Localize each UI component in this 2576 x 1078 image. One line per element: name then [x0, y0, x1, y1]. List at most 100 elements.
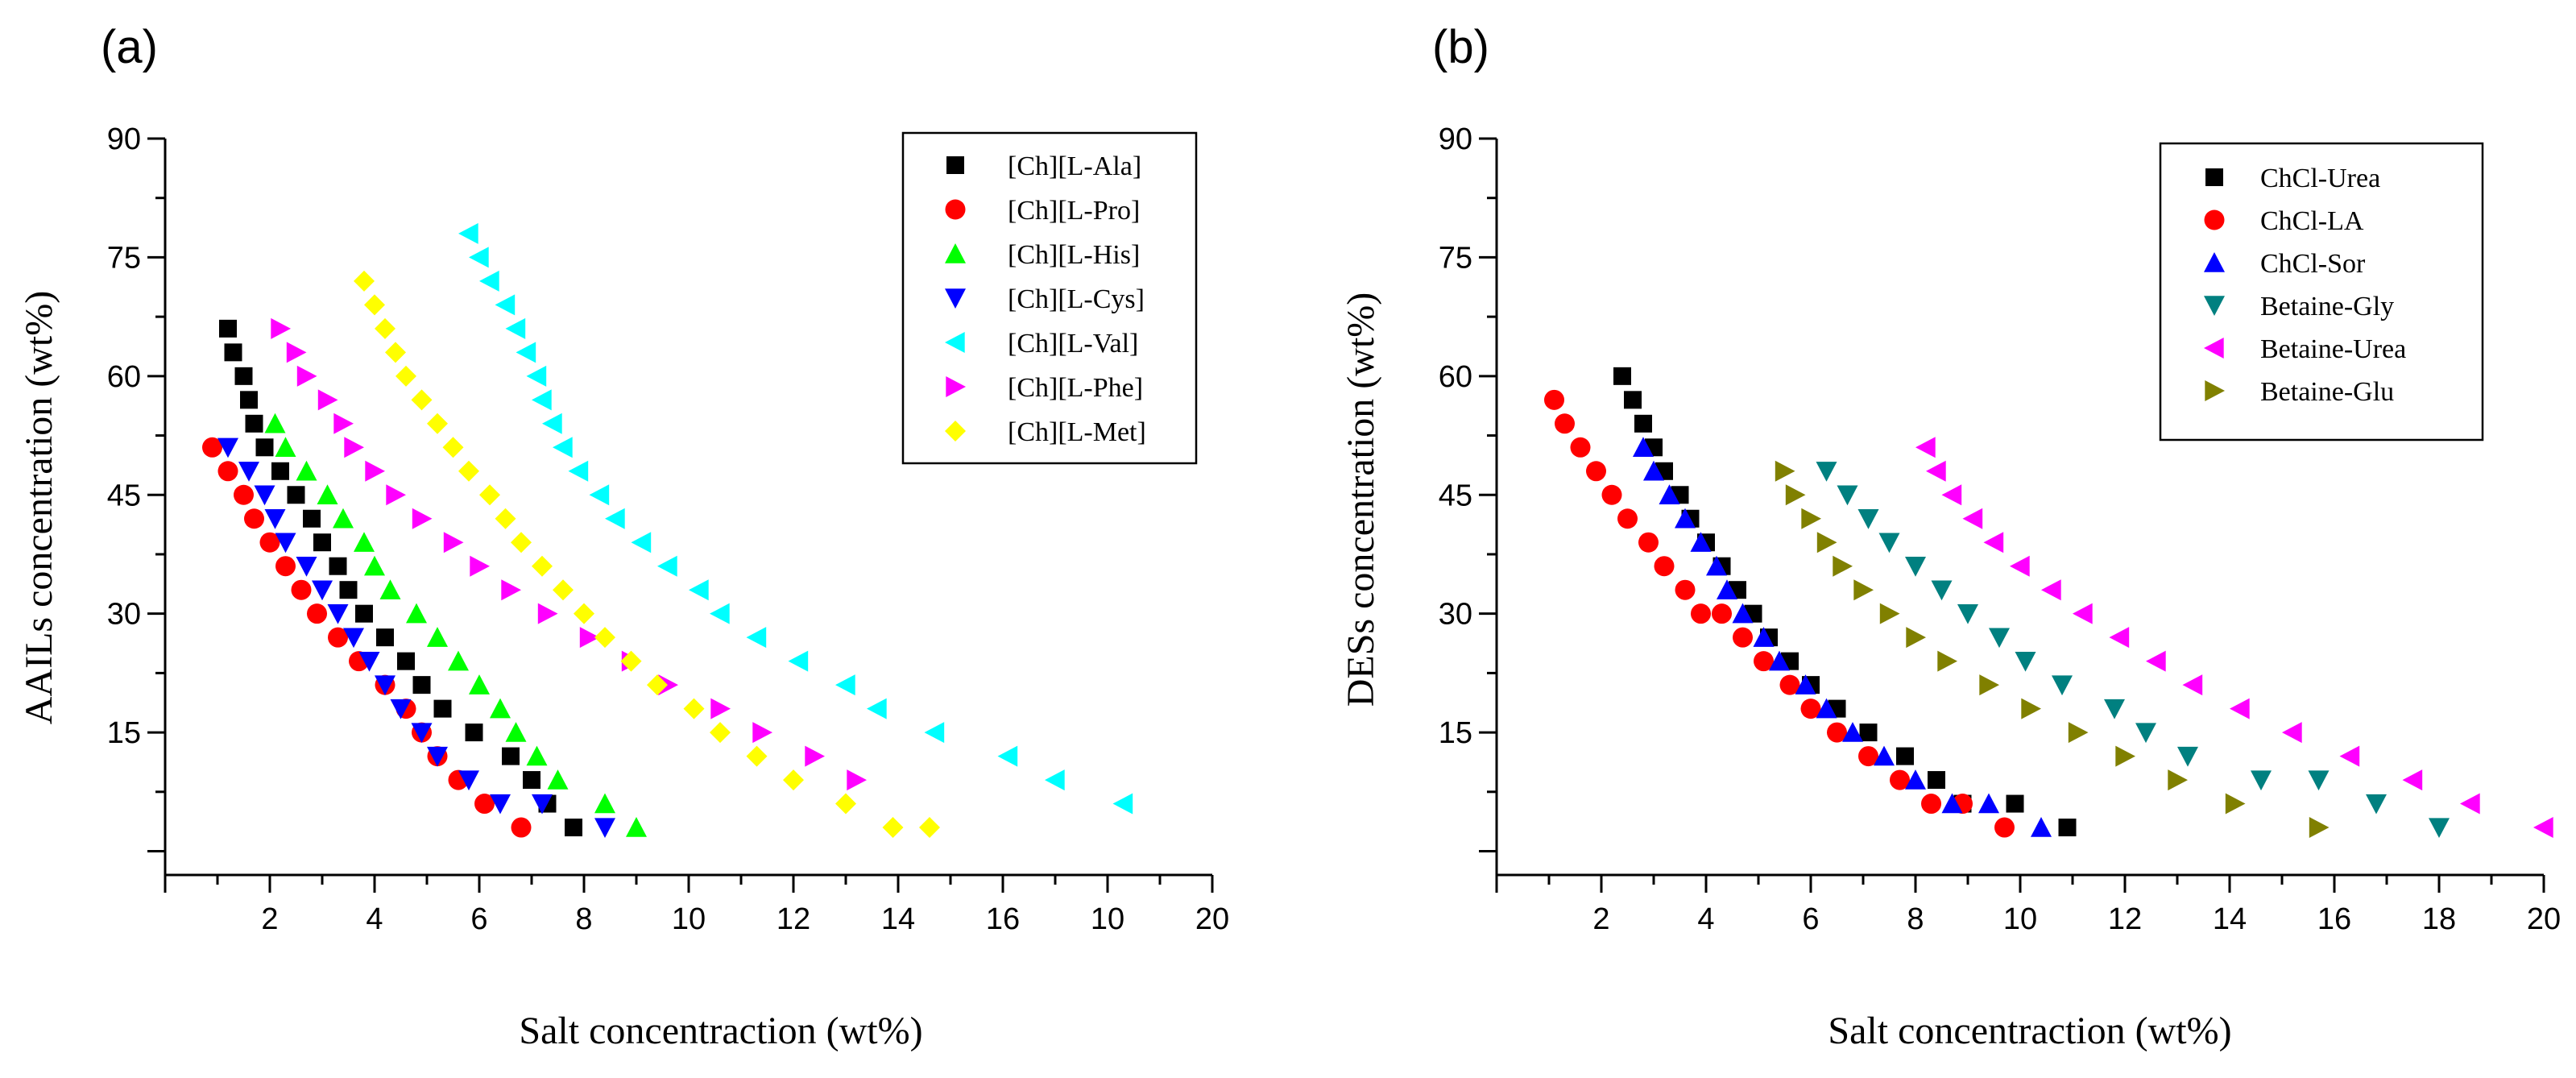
data-point [2366, 794, 2387, 815]
data-point [2168, 769, 2188, 791]
data-point [1842, 722, 1863, 742]
data-point [312, 580, 333, 601]
data-point [385, 342, 406, 363]
data-point [339, 581, 358, 599]
x-tick-label: 4 [366, 902, 383, 936]
data-point [2052, 675, 2073, 696]
data-point [365, 460, 385, 482]
data-point [1874, 745, 1895, 766]
data-point [364, 294, 385, 316]
data-point [1675, 508, 1696, 529]
x-tick-label: 20 [2527, 902, 2561, 936]
data-point [835, 674, 855, 696]
data-point [1795, 674, 1816, 694]
data-point [238, 462, 259, 482]
data-point [2402, 769, 2423, 791]
data-point [469, 247, 489, 268]
legend-marker [946, 156, 964, 174]
data-point [511, 817, 532, 838]
data-point [327, 603, 349, 624]
legend-label: Betaine-Gly [2260, 292, 2394, 321]
data-point [458, 460, 479, 482]
legend-label: Betaine-Glu [2260, 377, 2394, 407]
data-point [1601, 484, 1622, 505]
x-tick-label: 10 [2003, 902, 2037, 936]
legend-marker [945, 288, 966, 309]
data-point [234, 367, 253, 385]
legend-label: [Ch][L-Val] [1008, 329, 1138, 359]
data-point [396, 365, 416, 387]
data-point [579, 627, 600, 649]
data-point [605, 508, 625, 529]
y-tick-label: 45 [107, 479, 141, 512]
data-point [479, 484, 500, 506]
y-tick-label: 90 [1439, 122, 1472, 156]
data-point [919, 817, 940, 839]
data-point [1045, 769, 1065, 791]
y-tick-label: 75 [107, 241, 141, 275]
data-point [217, 461, 238, 482]
data-point [1941, 793, 1963, 814]
data-point [1827, 722, 1847, 743]
data-point [1544, 389, 1564, 410]
data-point [317, 484, 338, 504]
data-point [202, 437, 222, 458]
legend-marker [2205, 168, 2223, 186]
data-point [553, 437, 573, 458]
data-point [427, 746, 448, 767]
data-point [1112, 793, 1133, 815]
data-point [2006, 794, 2024, 813]
data-point [1712, 603, 1732, 624]
data-point [255, 438, 274, 457]
x-tick-label: 18 [2422, 902, 2456, 936]
data-point [495, 294, 516, 316]
data-point [433, 699, 452, 718]
series-ch-l-val [458, 222, 1133, 815]
data-point [1928, 771, 1945, 790]
data-point [264, 413, 286, 433]
data-point [2225, 793, 2246, 815]
data-point [1957, 603, 1978, 624]
legend: [Ch][L-Ala] [Ch][L-Pro] [Ch][L-His] [Ch][L-… [901, 131, 1198, 465]
data-point [303, 509, 321, 528]
series-betaine-gly [1816, 462, 2450, 839]
data-point [458, 222, 478, 244]
data-point [2308, 770, 2330, 791]
y-axis-title: DESs concentration (wt%) [1340, 292, 1382, 707]
data-point [1941, 484, 1962, 506]
data-point [924, 722, 945, 744]
data-point [532, 794, 553, 815]
data-point [2021, 698, 2041, 719]
panel-label: (b) [1432, 21, 1489, 73]
data-point [333, 508, 354, 529]
data-point [523, 771, 540, 790]
data-point [2177, 746, 2198, 767]
x-tick-label: 14 [2213, 902, 2247, 936]
data-point [328, 627, 348, 648]
x-tick-label: 12 [2108, 902, 2142, 936]
data-point [1654, 556, 1675, 577]
data-point [1706, 555, 1727, 576]
data-point [287, 486, 305, 504]
data-point [427, 413, 448, 434]
series-ch-l-ala [219, 319, 582, 837]
legend-label: ChCl-Urea [2260, 164, 2380, 193]
y-tick-label: 60 [107, 360, 141, 394]
legend-marker [2204, 296, 2225, 316]
legend-label: [Ch][L-His] [1008, 240, 1140, 270]
data-point [594, 793, 615, 814]
data-point [542, 413, 562, 434]
data-point [689, 579, 709, 601]
data-point [537, 603, 558, 624]
data-point [1779, 674, 1800, 695]
data-point [313, 533, 331, 552]
data-point [2230, 698, 2250, 719]
data-point [1833, 555, 1853, 577]
legend-label: [Ch][L-Cys] [1008, 284, 1145, 314]
data-point [1643, 460, 1664, 481]
data-point [490, 698, 511, 719]
data-point [397, 652, 415, 670]
legend-label: ChCl-Sor [2260, 249, 2366, 279]
data-point [501, 579, 521, 601]
data-point [710, 603, 730, 624]
